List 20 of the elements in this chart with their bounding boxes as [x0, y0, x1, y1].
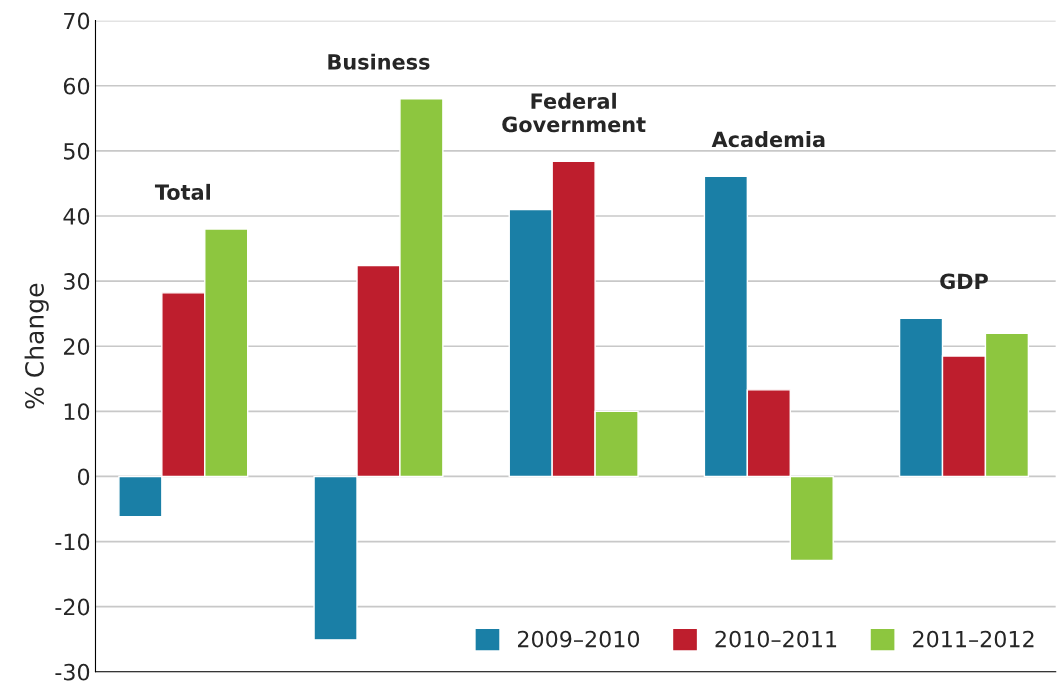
y-tick-label: 40 [63, 207, 90, 225]
y-tick-label: 50 [64, 142, 90, 160]
legend-label: 2010–2011 [715, 630, 837, 648]
x-tick-label: Business [328, 53, 430, 70]
y-tick-label: -20 [55, 598, 90, 616]
x-tick-label: Total [154, 183, 211, 200]
y-tick-label: 30 [64, 273, 90, 290]
x-tick-label: GDP [940, 273, 988, 290]
y-tick-label: 20 [63, 338, 90, 355]
y-axis-title: % Change [24, 283, 49, 409]
x-tick-label: Federal Government [502, 92, 646, 133]
y-tick-label: 70 [64, 12, 90, 30]
legend-label: 2011–2012 [913, 630, 1034, 648]
y-tick-label: 0 [77, 468, 90, 486]
y-tick-label: -30 [55, 663, 90, 681]
y-tick-label: 10 [64, 403, 90, 421]
y-tick-label: 60 [63, 77, 90, 95]
x-tick-label: Academia [711, 131, 825, 148]
legend-label: 2009–2010 [517, 630, 640, 648]
y-tick-label: -10 [55, 533, 90, 551]
